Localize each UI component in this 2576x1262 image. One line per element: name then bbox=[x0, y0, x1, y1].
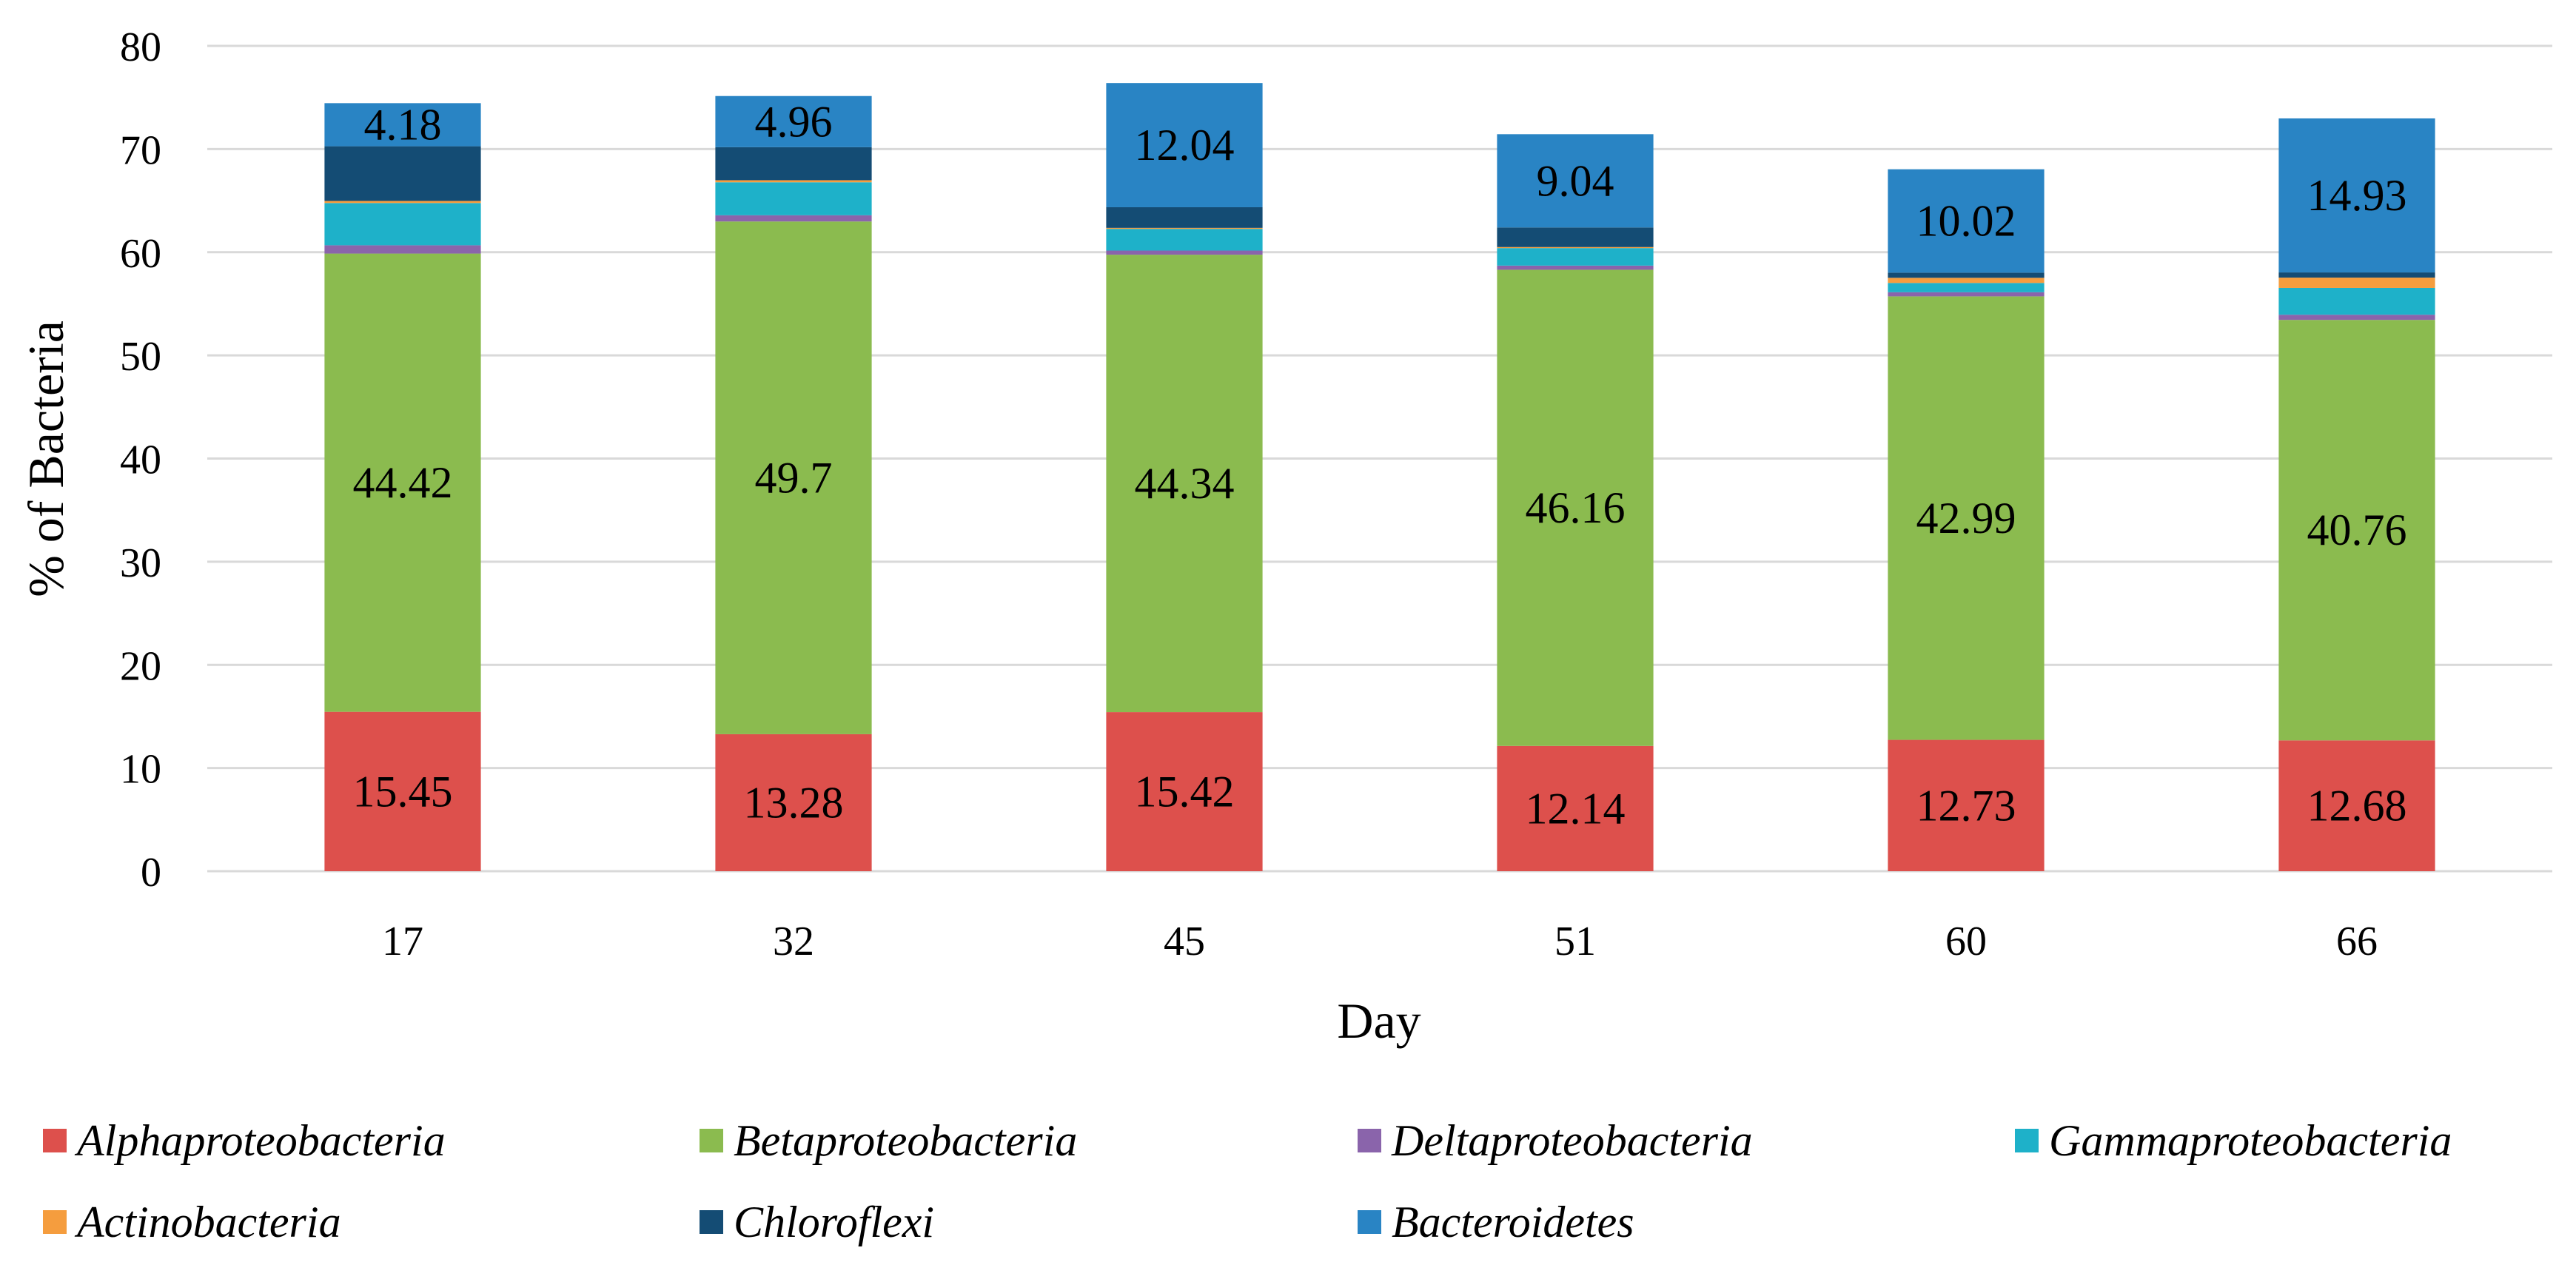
bar-segment-betaproteobacteria bbox=[1497, 269, 1654, 746]
bar-segment-actinobacteria bbox=[2278, 278, 2435, 288]
x-tick-label: 45 bbox=[1164, 919, 1205, 964]
bar-segment-alphaproteobacteria bbox=[324, 711, 481, 871]
legend-swatch bbox=[1358, 1210, 1381, 1234]
data-label: 46.16 bbox=[1526, 483, 1626, 532]
bar-segment-alphaproteobacteria bbox=[2278, 740, 2435, 871]
bar-segment-alphaproteobacteria bbox=[1497, 745, 1654, 871]
data-label: 13.28 bbox=[744, 778, 844, 827]
data-label: 44.42 bbox=[353, 458, 453, 507]
bar-segment-deltaproteobacteria bbox=[1497, 265, 1654, 270]
y-tick-label: 70 bbox=[120, 127, 161, 173]
data-label: 14.93 bbox=[2307, 171, 2407, 220]
bar-segment-chloroflexi bbox=[715, 147, 872, 181]
legend-swatch bbox=[43, 1129, 67, 1152]
bar-segment-chloroflexi bbox=[1106, 207, 1263, 228]
bar-segment-bacteroidetes bbox=[1888, 169, 2045, 273]
y-tick-label: 50 bbox=[120, 334, 161, 380]
legend-label: Gammaproteobacteria bbox=[2049, 1116, 2452, 1165]
bar-segment-deltaproteobacteria bbox=[2278, 315, 2435, 320]
bar-segment-bacteroidetes bbox=[2278, 118, 2435, 273]
x-tick-label: 17 bbox=[382, 919, 423, 964]
bar-segment-bacteroidetes bbox=[324, 103, 481, 147]
data-label: 49.7 bbox=[755, 454, 833, 503]
y-tick-label: 0 bbox=[141, 850, 161, 896]
y-tick-label: 30 bbox=[120, 540, 161, 586]
legend-label: Alphaproteobacteria bbox=[74, 1116, 446, 1165]
x-tick-label: 60 bbox=[1945, 919, 1987, 964]
bar-segment-deltaproteobacteria bbox=[1106, 250, 1263, 255]
bar-segment-deltaproteobacteria bbox=[1888, 292, 2045, 297]
legend: Alphaproteobacteria Betaproteobacteria Del… bbox=[43, 1116, 2452, 1246]
legend-swatch bbox=[1358, 1129, 1381, 1152]
gridlines bbox=[207, 44, 2552, 770]
bar-segment-betaproteobacteria bbox=[324, 253, 481, 712]
y-tick-label: 60 bbox=[120, 231, 161, 277]
legend-label: Deltaproteobacteria bbox=[1391, 1116, 1753, 1165]
bar-segment-bacteroidetes bbox=[1497, 134, 1654, 228]
bars bbox=[324, 83, 2435, 871]
bar-segment-actinobacteria bbox=[1888, 278, 2045, 283]
data-label: 42.99 bbox=[1916, 494, 2016, 543]
data-label: 15.45 bbox=[353, 767, 453, 816]
axes: 0 10 20 30 40 50 60 70 80 17 32 45 51 60 66 bbox=[120, 24, 2552, 964]
bar-segment-deltaproteobacteria bbox=[715, 215, 872, 222]
bar-segment-actinobacteria bbox=[324, 201, 481, 204]
legend-label: Actinobacteria bbox=[74, 1198, 341, 1246]
bar-segment-bacteroidetes bbox=[1106, 83, 1263, 207]
data-label: 9.04 bbox=[1537, 156, 1614, 205]
bar-segment-chloroflexi bbox=[2278, 272, 2435, 278]
bar-segment-betaproteobacteria bbox=[2278, 320, 2435, 741]
bar-segment-deltaproteobacteria bbox=[324, 245, 481, 254]
legend-swatch bbox=[700, 1129, 723, 1152]
legend-swatch bbox=[700, 1210, 723, 1234]
y-axis-title: % of Bacteria bbox=[18, 320, 74, 597]
data-label: 4.96 bbox=[755, 97, 833, 146]
bar-segment-betaproteobacteria bbox=[1888, 296, 2045, 740]
x-axis-title: Day bbox=[1337, 993, 1421, 1049]
legend-swatch bbox=[2015, 1129, 2039, 1152]
bar-segment-gammaproteobacteria bbox=[1106, 229, 1263, 251]
legend-label: Chloroflexi bbox=[734, 1198, 934, 1246]
y-tick-label: 80 bbox=[120, 24, 161, 70]
data-label: 12.68 bbox=[2307, 782, 2407, 830]
legend-swatch bbox=[43, 1210, 67, 1234]
bar-segment-gammaproteobacteria bbox=[324, 203, 481, 246]
x-tick-label: 66 bbox=[2336, 919, 2378, 964]
bar-segment-alphaproteobacteria bbox=[1106, 712, 1263, 871]
data-label: 12.73 bbox=[1916, 781, 2016, 830]
data-label: 4.18 bbox=[364, 100, 442, 149]
y-tick-label: 10 bbox=[120, 747, 161, 793]
bar-segment-actinobacteria bbox=[1106, 227, 1263, 229]
bar-segment-betaproteobacteria bbox=[715, 221, 872, 734]
data-labels: 15.45 44.42 4.18 13.28 49.7 4.96 15.42 44.34 12.… bbox=[353, 97, 2407, 833]
bar-segment-actinobacteria bbox=[1497, 246, 1654, 249]
bar-segment-gammaproteobacteria bbox=[1497, 248, 1654, 266]
bar-segment-gammaproteobacteria bbox=[1888, 283, 2045, 292]
data-label: 12.04 bbox=[1135, 121, 1235, 170]
data-label: 40.76 bbox=[2307, 506, 2407, 554]
bar-segment-alphaproteobacteria bbox=[1888, 739, 2045, 871]
data-label: 15.42 bbox=[1135, 768, 1235, 816]
x-tick-label: 32 bbox=[773, 919, 814, 964]
y-tick-label: 20 bbox=[120, 643, 161, 689]
data-label: 12.14 bbox=[1526, 784, 1626, 833]
bar-segment-chloroflexi bbox=[324, 146, 481, 201]
bar-segment-actinobacteria bbox=[715, 180, 872, 183]
bar-segment-alphaproteobacteria bbox=[715, 734, 872, 871]
y-tick-label: 40 bbox=[120, 437, 161, 483]
legend-label: Betaproteobacteria bbox=[734, 1116, 1077, 1165]
data-label: 44.34 bbox=[1135, 459, 1235, 508]
legend-label: Bacteroidetes bbox=[1392, 1198, 1634, 1246]
bar-segment-gammaproteobacteria bbox=[715, 182, 872, 215]
x-tick-label: 51 bbox=[1554, 919, 1596, 964]
bar-segment-betaproteobacteria bbox=[1106, 255, 1263, 713]
bar-segment-bacteroidetes bbox=[715, 95, 872, 147]
bar-segment-chloroflexi bbox=[1888, 272, 2045, 278]
bar-segment-chloroflexi bbox=[1497, 227, 1654, 247]
data-label: 10.02 bbox=[1916, 197, 2016, 246]
bar-segment-gammaproteobacteria bbox=[2278, 287, 2435, 315]
